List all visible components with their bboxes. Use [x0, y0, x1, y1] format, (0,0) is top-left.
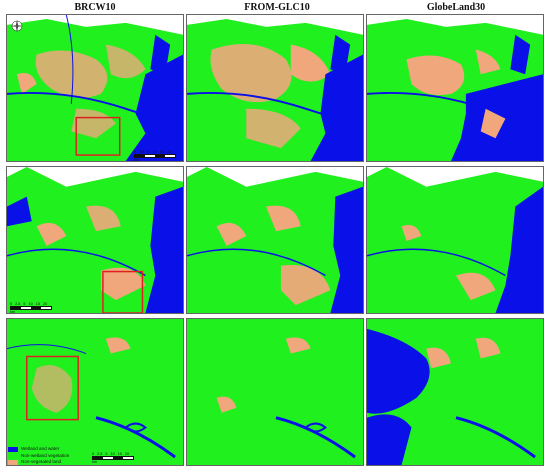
scale-bar-tick: 5 [147, 150, 150, 154]
scale-bar-tick: 0 [134, 150, 137, 154]
legend-item-wetland: Wetland and water [8, 446, 69, 453]
scale-bar-tick: 2.5 [97, 452, 103, 456]
scale-bar-tick: 0 [10, 302, 13, 306]
scale-bar-tick: 10 [28, 302, 33, 306]
scale-bar-tick: 10 [152, 150, 157, 154]
scale-bar-tick: 0 [92, 452, 95, 456]
legend-swatch [8, 453, 18, 459]
scale-bar-tick: 15 [117, 452, 122, 456]
map-panel-row3-globeland30 [366, 318, 544, 466]
legend-swatch [8, 447, 18, 452]
scale-bar-tick: 15 [159, 150, 164, 154]
map-panel-row3-brcw10 [6, 318, 184, 466]
scale-bar-tick: 2.5 [15, 302, 21, 306]
legend-item-land: Non-vegetated land [8, 459, 69, 466]
scale-bar-tick: 20 [125, 452, 130, 456]
scale-bar-row1: 0 2.5 5 10 15 20 km [134, 150, 176, 162]
column-title-from-glc10: FROM-GLC10 [244, 2, 310, 13]
map-panel-row2-brcw10 [6, 166, 184, 314]
compass-rose-icon [9, 18, 25, 34]
legend-swatch [8, 460, 18, 465]
map-panel-row2-globeland30 [366, 166, 544, 314]
map-panel-row1-globeland30 [366, 14, 544, 162]
legend-label: Non-wetland vegetation [21, 452, 70, 458]
scale-bar-row2: 0 2.5 5 10 15 20 km [10, 302, 52, 314]
map-panel-row1-brcw10 [6, 14, 184, 162]
map-legend: Wetland and water Non-wetland vegetation… [8, 446, 69, 466]
scale-bar-tick: 5 [23, 302, 26, 306]
scale-bar-ticks: 0 2.5 5 10 15 20 [10, 302, 52, 306]
scale-bar-ticks: 0 2.5 5 10 15 20 [92, 452, 134, 456]
scale-bar-tick: 15 [35, 302, 40, 306]
scale-bar-ticks: 0 2.5 5 10 15 20 [134, 150, 176, 154]
scale-bar-tick: 10 [110, 452, 115, 456]
scale-bar-unit: km [10, 310, 16, 314]
legend-label: Wetland and water [21, 446, 60, 451]
scale-bar-tick: 20 [167, 150, 172, 154]
column-title-brcw10: BRCW10 [74, 2, 116, 13]
map-panel-row2-from-glc10 [186, 166, 364, 314]
legend-label: Non-vegetated land [21, 459, 62, 465]
legend-item-vegetation: Non-wetland vegetation [8, 453, 69, 460]
column-title-globeland30: GlobeLand30 [426, 2, 486, 13]
scale-bar-tick: 20 [43, 302, 48, 306]
scale-bar-unit: km [92, 460, 98, 464]
scale-bar-tick: 5 [105, 452, 108, 456]
scale-bar-tick: 2.5 [139, 150, 145, 154]
map-panel-row1-from-glc10 [186, 14, 364, 162]
scale-bar-row3: 0 2.5 5 10 15 20 km [92, 452, 134, 464]
scale-bar-unit: km [134, 158, 140, 162]
map-panel-row3-from-glc10 [186, 318, 364, 466]
